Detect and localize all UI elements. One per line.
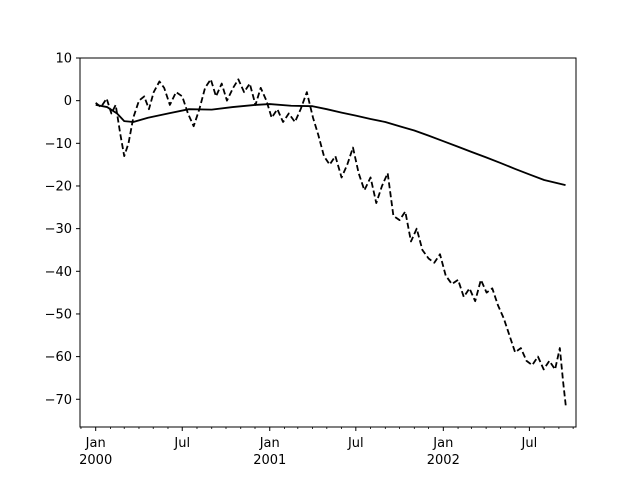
y-tick-label: −70 [45,393,72,408]
y-axis: 10 0 −10 −20 −30 −40 −50 −60 −70 [45,52,80,408]
plot-frame [79,57,577,428]
series-line-2 [95,103,566,186]
x-tick-label: Jul [173,436,190,451]
x-axis: Jan 2000 Jul Jan 2001 Jul Jan 2002 Jul [79,427,574,468]
y-tick-label: −40 [45,265,72,280]
x-year-label: 2000 [79,453,112,468]
x-tick-label: Jan [85,436,106,451]
x-year-label: 2002 [427,453,460,468]
y-tick-label: −30 [45,222,72,237]
x-tick-label: Jan [259,436,280,451]
y-tick-label: 10 [55,52,72,67]
x-tick-label: Jul [521,436,538,451]
x-tick-label: Jul [347,436,364,451]
y-tick-label: 0 [64,94,72,109]
y-tick-label: −50 [45,307,72,322]
x-tick-label: Jan [432,436,453,451]
series-line-1 [95,78,567,408]
y-tick-label: −20 [45,179,72,194]
x-year-label: 2001 [253,453,286,468]
y-tick-label: −60 [45,350,72,365]
series-layer [95,78,567,408]
y-tick-label: −10 [45,137,72,152]
